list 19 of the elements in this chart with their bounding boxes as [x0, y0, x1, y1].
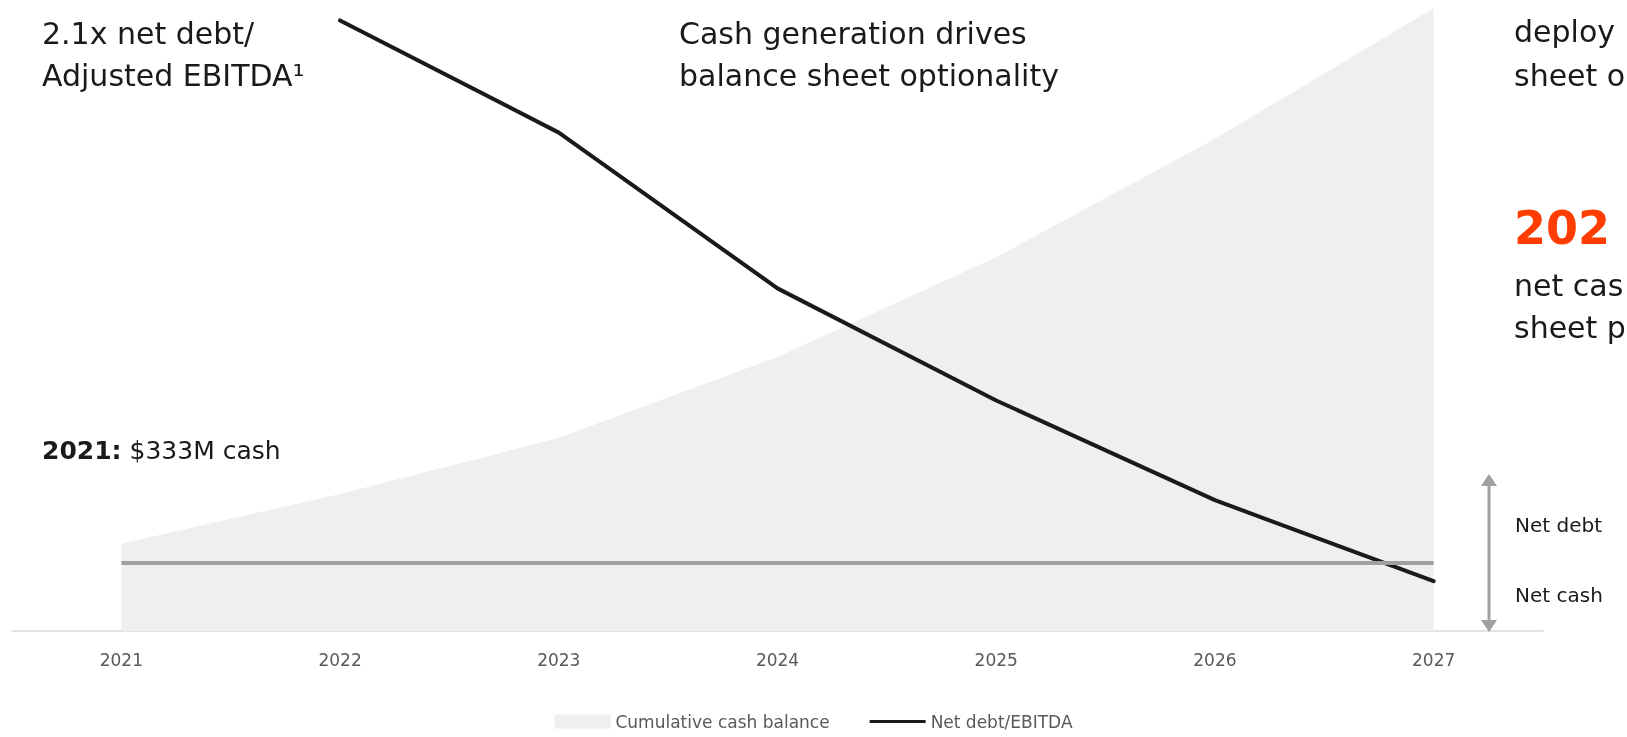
- legend-label: Cumulative cash balance: [615, 711, 830, 732]
- text: Net debt: [1515, 513, 1603, 537]
- text: Net cash: [1515, 583, 1603, 607]
- legend-label: Net debt/EBITDA: [930, 711, 1073, 732]
- text: 202: [1514, 200, 1611, 255]
- x-tick-label: 2026: [1193, 649, 1237, 670]
- text: deploy: [1514, 14, 1615, 49]
- x-tick-label: 2024: [755, 649, 800, 670]
- text: sheet o: [1514, 58, 1626, 93]
- text: sheet p: [1514, 310, 1626, 345]
- x-tick-label: 2025: [974, 649, 1018, 670]
- x-tick-label: 2027: [1412, 649, 1456, 670]
- annotation: Cash generation drives balance sheet optionality: [679, 15, 1059, 93]
- x-tick-label: 2022: [318, 649, 362, 670]
- annotation: 2.1x net debt/ Adjusted EBITDA¹: [42, 15, 305, 93]
- x-tick-label: 2023: [537, 649, 581, 670]
- text: net cas: [1514, 268, 1624, 303]
- annotation: 2021: $333M cash: [42, 436, 281, 465]
- x-tick-label: 2021: [99, 649, 143, 670]
